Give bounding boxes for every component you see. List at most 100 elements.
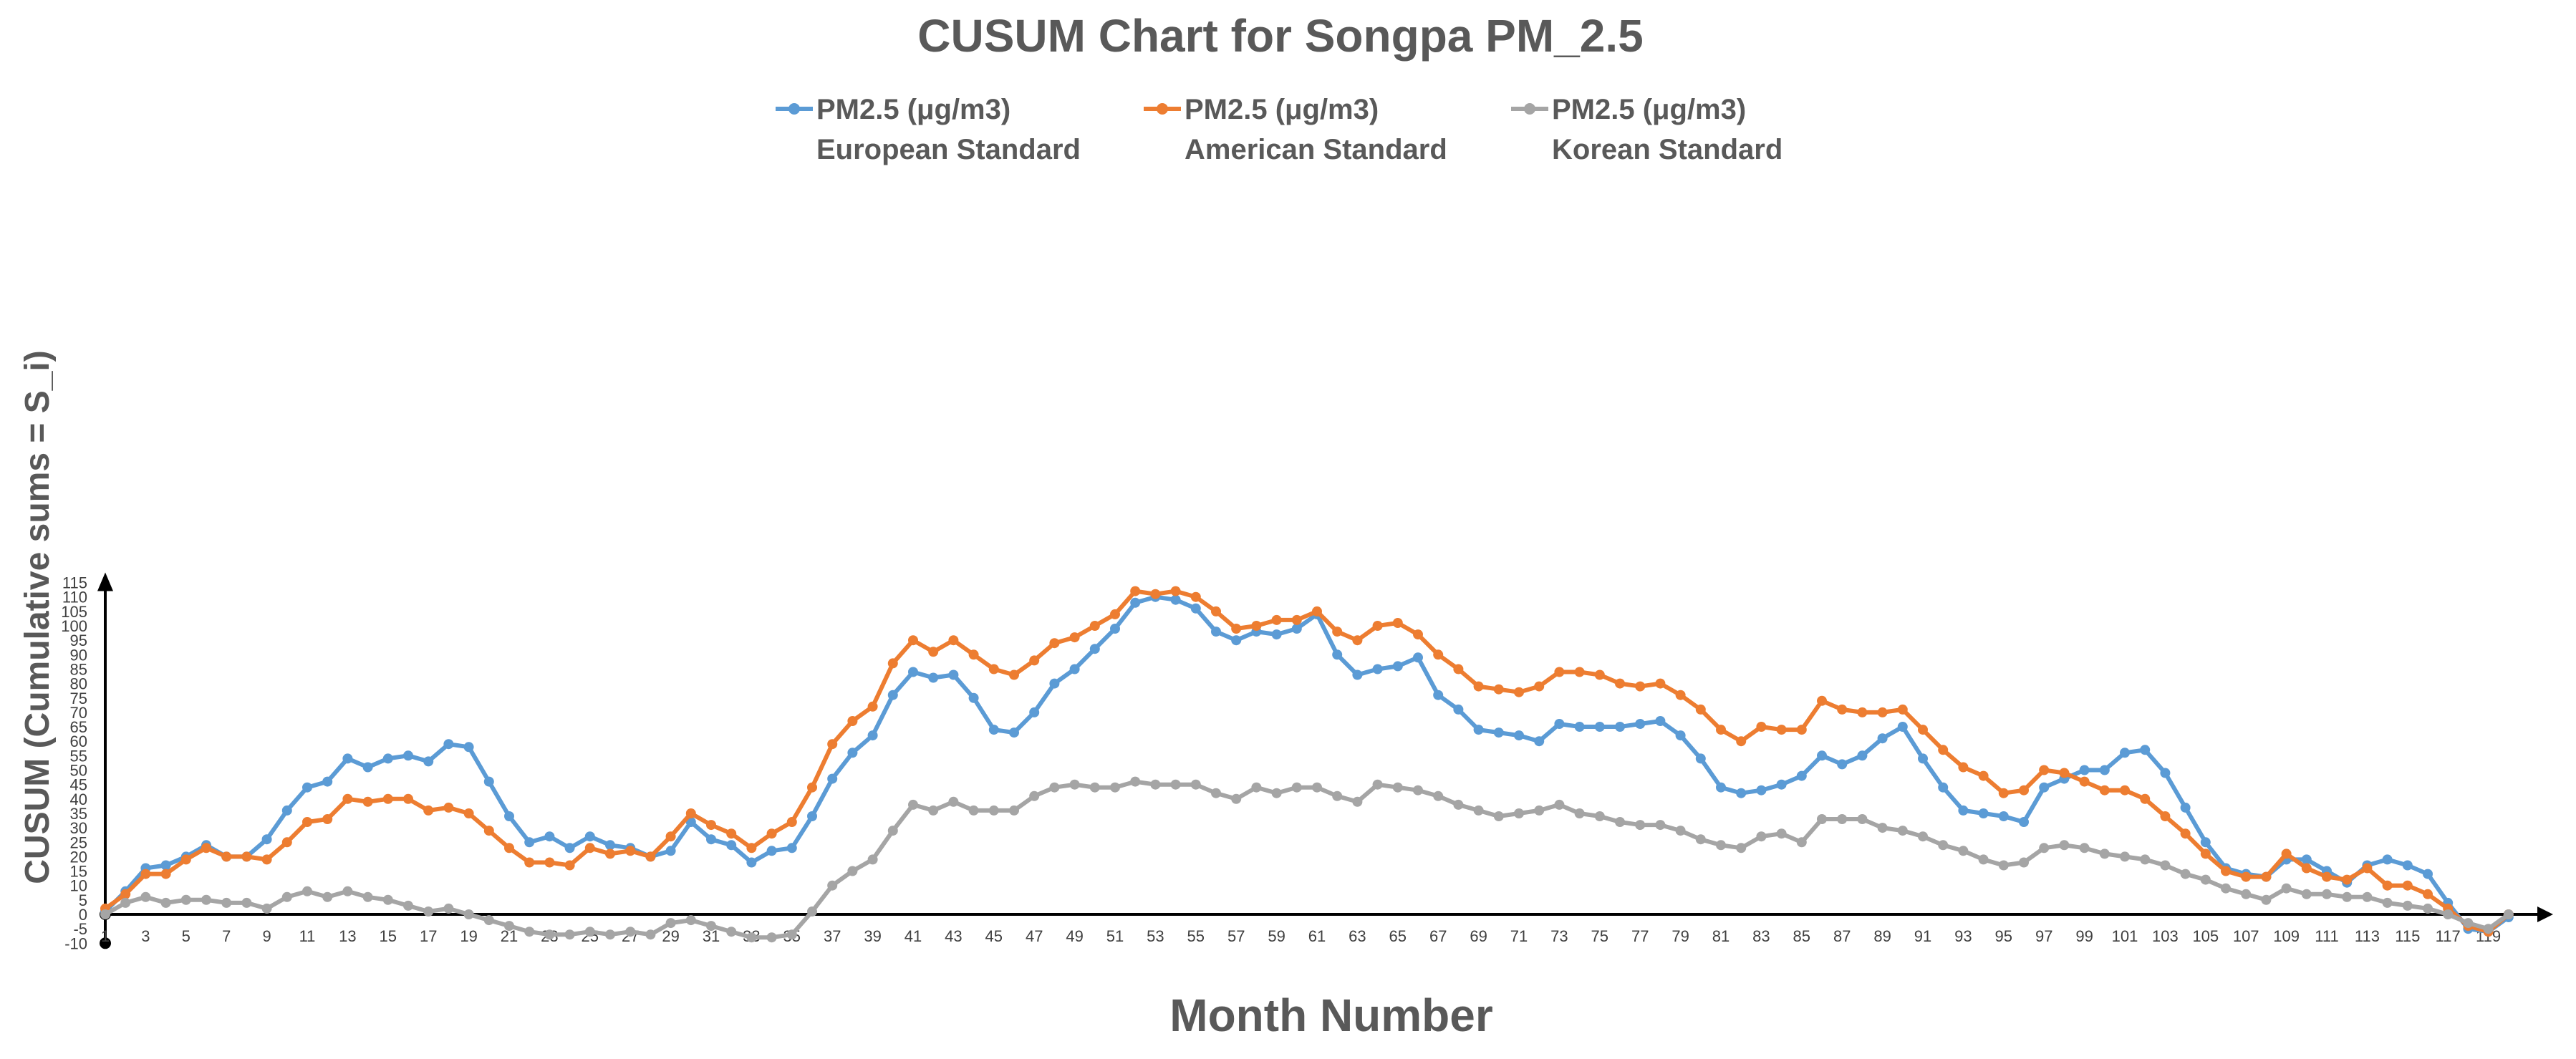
data-point [261, 903, 272, 914]
data-point [140, 869, 151, 879]
data-point [2261, 871, 2272, 882]
data-point [1130, 776, 1141, 787]
data-point [463, 909, 474, 919]
data-point [1453, 664, 1464, 674]
data-point [1736, 788, 1747, 798]
data-point [1776, 828, 1787, 839]
x-tick-label: 47 [1026, 927, 1043, 945]
data-point [2180, 802, 2191, 813]
data-point [463, 742, 474, 753]
y-tick-label: 0 [79, 906, 87, 924]
x-tick-label: 15 [380, 927, 397, 945]
data-point [2342, 891, 2353, 902]
data-point [2099, 848, 2110, 859]
data-point [645, 929, 656, 940]
data-point [1251, 621, 1262, 631]
data-point [1817, 695, 1827, 706]
data-point [1392, 782, 1403, 793]
y-tick-label: 45 [70, 776, 87, 794]
x-tick-label: 115 [2395, 927, 2420, 945]
data-point [1190, 591, 1201, 602]
data-point [726, 840, 737, 851]
x-tick-label: 101 [2112, 927, 2138, 945]
y-tick-label: -5 [73, 920, 87, 938]
y-tick-label: 70 [70, 704, 87, 722]
data-point [1554, 719, 1565, 729]
data-point [1493, 727, 1504, 738]
data-point [1615, 678, 1625, 689]
data-point [1998, 788, 2009, 798]
data-point [2362, 863, 2373, 874]
data-point [443, 802, 454, 813]
data-point [988, 664, 999, 674]
y-tick-label: 5 [79, 891, 87, 909]
y-axis-title: CUSUM (Cumulative sums = S_i) [19, 350, 57, 884]
data-point [1170, 779, 1181, 790]
data-point [1695, 704, 1706, 715]
x-tick-label: 71 [1510, 927, 1528, 945]
data-point [1049, 782, 1060, 793]
x-tick-label: 69 [1470, 927, 1487, 945]
data-point [1110, 782, 1120, 793]
data-point [302, 817, 312, 827]
data-point [1594, 811, 1605, 821]
data-point [2382, 897, 2393, 908]
data-point [1332, 627, 1343, 637]
data-point [2402, 880, 2413, 891]
data-point [403, 750, 413, 761]
x-tick-label: 91 [1914, 927, 1931, 945]
data-point [1897, 704, 1908, 715]
data-point [766, 932, 777, 943]
data-point [584, 831, 595, 842]
legend-label-american-line2: American Standard [1185, 134, 1447, 165]
x-tick-label: 41 [905, 927, 922, 945]
x-tick-label: 111 [2315, 927, 2338, 945]
data-point [746, 932, 757, 943]
data-point [1312, 606, 1322, 616]
data-point [1594, 669, 1605, 680]
data-point [1594, 722, 1605, 732]
data-point [2281, 883, 2292, 894]
series-2 [100, 586, 2514, 937]
data-point [2099, 785, 2110, 796]
data-point [1918, 725, 1928, 735]
data-point [443, 739, 454, 750]
data-point [1675, 690, 1686, 700]
data-point [2281, 848, 2292, 859]
y-tick-label: 90 [70, 646, 87, 664]
data-point [1009, 727, 1019, 738]
legend-label-european-line1: PM2.5 (μg/m3) [816, 94, 1010, 125]
data-point [1372, 621, 1383, 631]
data-point [948, 635, 959, 646]
data-point [221, 897, 232, 908]
data-point [1574, 808, 1585, 818]
data-point [504, 843, 514, 854]
x-tick-label: 81 [1712, 927, 1730, 945]
data-point [1695, 753, 1706, 764]
data-point [766, 846, 777, 856]
data-point [2039, 765, 2050, 775]
legend-label-korean-line1: PM2.5 (μg/m3) [1552, 94, 1746, 125]
data-point [1493, 811, 1504, 821]
data-point [1635, 820, 1646, 831]
data-point [1271, 629, 1282, 640]
data-point [423, 756, 434, 767]
data-point [1089, 621, 1100, 631]
data-point [1372, 779, 1383, 790]
data-point [1332, 790, 1343, 801]
data-point [281, 805, 292, 816]
data-point [1736, 736, 1747, 747]
x-tick-label: 11 [299, 927, 316, 945]
data-point [1918, 831, 1928, 842]
x-tick-label: 109 [2273, 927, 2300, 945]
data-point [968, 692, 979, 703]
data-point [2079, 765, 2090, 775]
x-tick-label: 99 [2075, 927, 2093, 945]
data-point [1615, 722, 1625, 732]
data-point [1473, 725, 1484, 735]
data-point [2039, 782, 2050, 793]
data-point [1110, 609, 1120, 619]
data-point [443, 903, 454, 914]
data-point [1574, 722, 1585, 732]
x-tick-label: 19 [460, 927, 477, 945]
